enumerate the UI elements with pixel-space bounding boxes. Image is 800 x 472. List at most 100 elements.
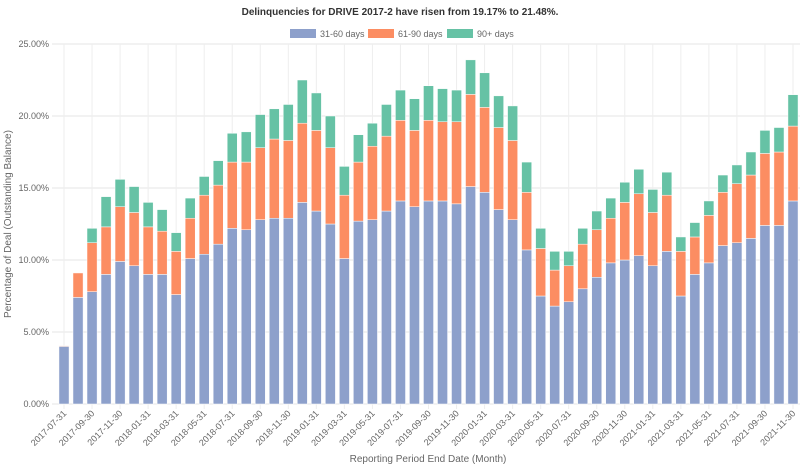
bar-segment: [72, 297, 84, 405]
bar-segment: [465, 94, 476, 187]
bar-segment: [100, 196, 112, 228]
bar-segment: [395, 120, 406, 202]
bar-segment: [409, 130, 420, 207]
bar-segment: [72, 272, 84, 298]
bar-segment: [58, 345, 70, 347]
bar-segment: [535, 228, 546, 249]
bar-segment: [675, 295, 687, 405]
bar-segment: [493, 95, 504, 128]
bar-segment: [226, 228, 238, 405]
bar-segment: [381, 104, 392, 137]
bar-segment: [731, 183, 743, 243]
bar-segment: [689, 236, 701, 275]
x-axis-title: Reporting Period End Date (Month): [350, 454, 507, 465]
legend: 31-60 days 61-90 days 90+ days: [290, 29, 514, 39]
bar-segment: [297, 202, 308, 405]
bar-segment: [437, 121, 448, 202]
bar-segment: [591, 210, 603, 231]
bar-segment: [142, 202, 154, 228]
bar-segment: [745, 174, 757, 239]
y-tick-label: 15.00%: [18, 183, 49, 193]
bar-segment: [605, 262, 617, 405]
bar-segment: [184, 258, 196, 405]
bar-segment: [353, 134, 364, 163]
bar-segment: [759, 153, 771, 226]
bar-segment: [198, 253, 210, 405]
y-tick-label: 10.00%: [18, 255, 49, 265]
legend-swatch: [447, 29, 473, 38]
bar-segment: [633, 193, 645, 256]
bar-segment: [787, 125, 799, 202]
bar-segment: [226, 161, 238, 229]
bar-segment: [367, 122, 378, 147]
bar-segment: [465, 59, 476, 95]
bar-segment: [577, 228, 589, 245]
y-tick-label: 25.00%: [18, 39, 49, 49]
bar-segment: [647, 265, 659, 405]
bar-segment: [717, 192, 729, 246]
bar-segment: [493, 127, 504, 210]
legend-swatch: [368, 29, 394, 38]
bar-segment: [128, 212, 140, 267]
bar-segment: [325, 115, 336, 148]
bar-segment: [563, 265, 574, 303]
bar-segment: [268, 138, 280, 219]
bar-segment: [703, 262, 715, 405]
bar-segment: [759, 130, 771, 154]
bar-segment: [100, 226, 112, 275]
bar-segment: [619, 181, 631, 203]
bar-segment: [633, 169, 645, 195]
bar-segment: [240, 161, 252, 231]
bar-segment: [198, 194, 210, 255]
bar-segment: [549, 269, 560, 307]
y-axis: 0.00% 5.00% 10.00% 15.00% 20.00% 25.00%: [18, 39, 49, 409]
bar-segment: [507, 219, 518, 405]
bar-segment: [156, 209, 168, 232]
bar-segment: [409, 206, 420, 405]
legend-label: 31-60 days: [320, 29, 365, 39]
bar-segment: [142, 274, 154, 405]
bar-segment: [283, 104, 294, 141]
bar-segment: [325, 223, 336, 405]
bar-segment: [226, 133, 238, 163]
bar-segment: [367, 145, 378, 220]
bar-segment: [787, 94, 799, 127]
bar-segment: [521, 161, 532, 193]
bar-segment: [451, 203, 462, 405]
bar-segment: [619, 259, 631, 405]
bar-segment: [675, 251, 687, 297]
bar-segment: [479, 72, 490, 108]
bar-segment: [661, 251, 673, 405]
bar-segment: [156, 230, 168, 275]
bar-segment: [268, 217, 280, 405]
bar-segment: [773, 127, 785, 153]
bar-segment: [675, 236, 687, 252]
bar-segment: [493, 209, 504, 405]
legend-label: 61-90 days: [398, 29, 443, 39]
bar-segment: [745, 151, 757, 176]
legend-label: 90+ days: [477, 29, 514, 39]
bar-segment: [353, 161, 364, 222]
bar-segment: [297, 122, 308, 203]
bar-segment: [297, 79, 308, 124]
bar-segment: [325, 147, 336, 225]
bar-segment: [311, 130, 322, 212]
bar-segment: [170, 232, 182, 252]
legend-swatch: [290, 29, 316, 38]
bar-segment: [521, 192, 532, 251]
y-tick-label: 5.00%: [23, 327, 49, 337]
bar-segment: [86, 242, 98, 292]
bar-segment: [254, 114, 266, 148]
bar-segment: [409, 98, 420, 131]
bar-segment: [451, 121, 462, 205]
bar-segment: [717, 174, 729, 193]
bar-segment: [605, 217, 617, 264]
bar-segment: [311, 92, 322, 131]
bar-segment: [731, 242, 743, 405]
bar-segment: [619, 202, 631, 261]
bar-segment: [451, 89, 462, 123]
x-axis: 2017-07-312017-09-302017-11-302018-01-31…: [29, 408, 798, 448]
bar-segment: [689, 274, 701, 405]
